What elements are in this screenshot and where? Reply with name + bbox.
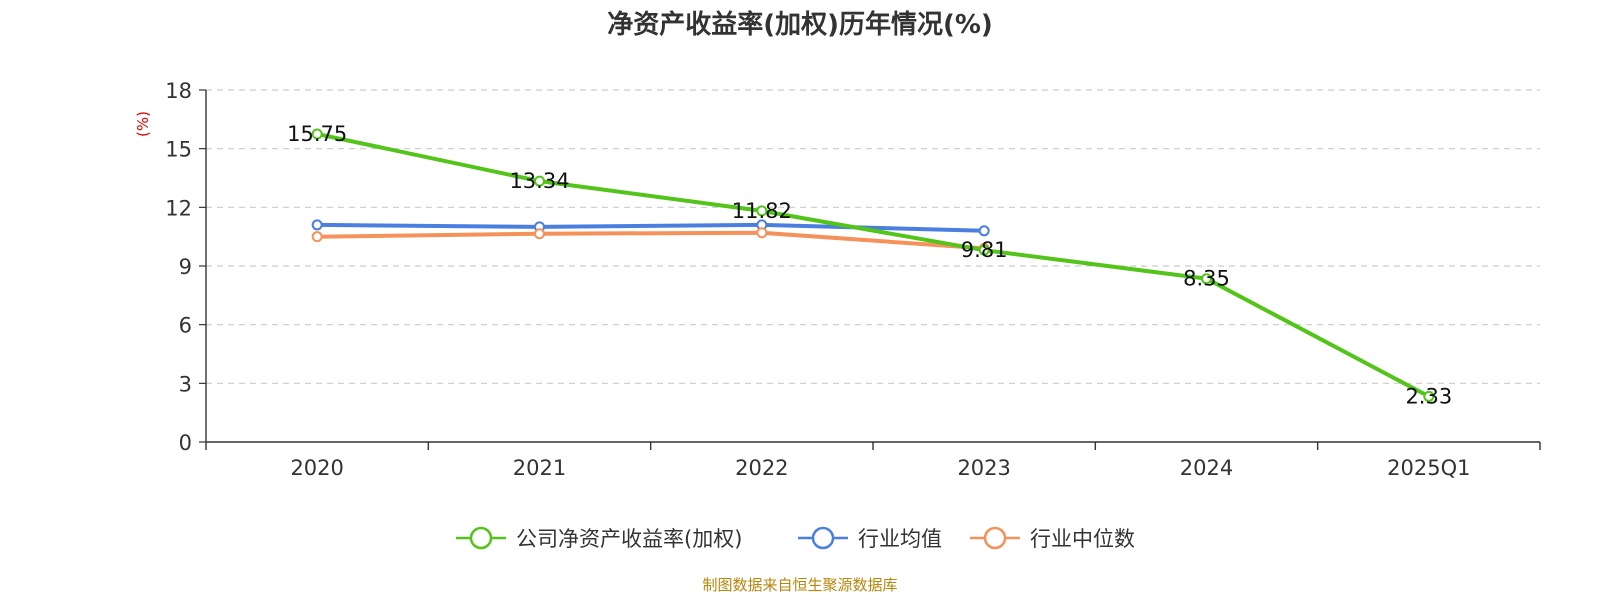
data-labels: 15.75 13.34 11.82 9.81 8.35 2.33 [287,122,1452,408]
data-label: 8.35 [1183,267,1230,291]
y-tick-label: 9 [179,255,192,279]
y-tick-label: 3 [179,372,192,396]
legend-item: 公司净资产收益率(加权) [456,526,742,551]
legend-swatch-marker [469,526,493,550]
legend-item: 行业均值 [798,526,942,551]
y-axis: 0 3 6 9 12 15 18 [165,79,207,455]
y-tick-label: 0 [179,431,192,455]
data-point [978,225,990,237]
x-tick-label: 2023 [957,456,1010,480]
x-tick-label: 2025Q1 [1387,456,1470,480]
data-point [756,205,768,217]
chart-title: 净资产收益率(加权)历年情况(%) [607,9,993,40]
data-label: 11.82 [732,199,792,223]
data-point [311,128,323,140]
y-axis-unit-label: (%) [134,111,152,137]
data-point [534,228,545,240]
data-label: 2.33 [1405,384,1452,408]
data-label: 15.75 [287,122,347,146]
data-point [1423,390,1435,402]
data-point [534,175,545,187]
legend-swatch-marker [811,526,835,550]
x-tick-label: 2021 [513,456,566,480]
y-tick-label: 6 [179,314,192,338]
series-layer [311,128,1435,402]
y-tick-label: 15 [165,138,192,162]
x-tick-label: 2020 [290,456,343,480]
series-line-0 [315,132,1431,399]
data-label: 13.34 [509,169,569,193]
legend-item: 行业中位数 [970,526,1135,551]
y-tick-label: 12 [165,196,192,220]
legend-label: 行业均值 [858,527,942,551]
series-line-1 [315,222,987,233]
data-point [978,244,990,256]
legend-label: 行业中位数 [1030,527,1135,551]
data-label: 9.81 [961,238,1008,262]
legend-label: 公司净资产收益率(加权) [516,527,742,551]
data-point [311,231,323,243]
series-line-2 [315,230,987,251]
data-point [756,227,768,239]
x-tick-label: 2022 [735,456,788,480]
x-axis: 2020 2021 2022 2023 2024 2025Q1 [205,441,1541,480]
source-note: 制图数据来自恒生聚源数据库 [702,576,897,594]
y-tick-label: 18 [165,79,192,103]
x-tick-label: 2024 [1180,456,1233,480]
legend: 公司净资产收益率(加权) 行业均值 行业中位数 [456,526,1135,551]
legend-swatch-marker [983,526,1007,550]
gridlines [206,89,1540,384]
data-point [1201,273,1212,285]
data-point [311,219,323,231]
